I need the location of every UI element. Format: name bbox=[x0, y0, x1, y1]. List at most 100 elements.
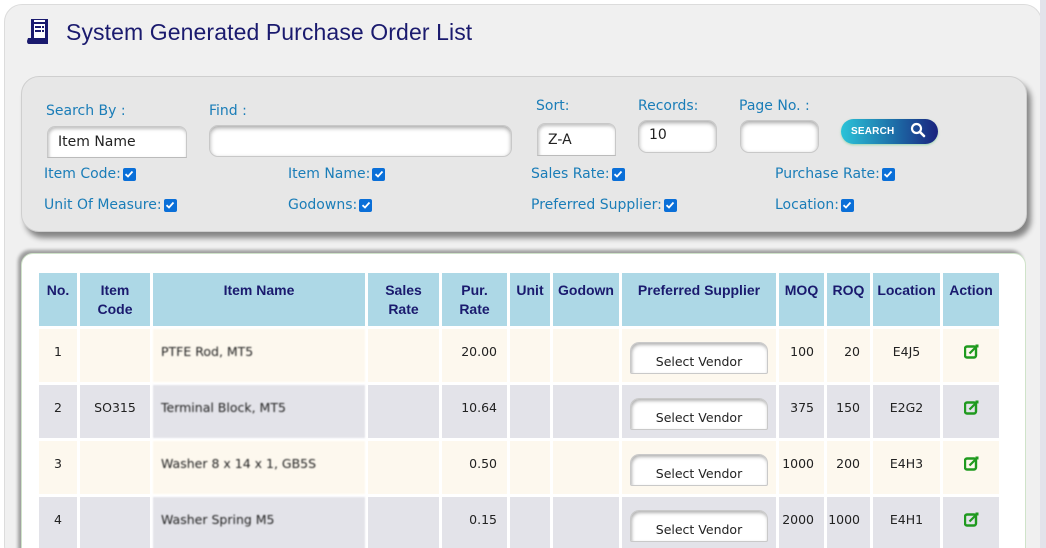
checkbox-checked-icon[interactable] bbox=[611, 167, 625, 181]
cell-unit bbox=[510, 385, 550, 438]
edit-icon[interactable] bbox=[963, 344, 979, 362]
col-header-item-code: Item Code bbox=[80, 273, 150, 326]
cell-preferred-supplier: Select Vendor bbox=[622, 385, 776, 438]
find-label: Find : bbox=[209, 103, 247, 119]
col-header-moq: MOQ bbox=[779, 273, 824, 326]
cell-action bbox=[943, 441, 999, 494]
search-by-select[interactable]: Item Name bbox=[47, 126, 187, 158]
column-toggle-location[interactable]: Location: bbox=[775, 197, 854, 213]
col-header-godown: Godown bbox=[553, 273, 619, 326]
edit-icon[interactable] bbox=[963, 400, 979, 418]
checkbox-checked-icon[interactable] bbox=[372, 167, 386, 181]
cell-action bbox=[943, 329, 999, 382]
checkbox-checked-icon[interactable] bbox=[840, 198, 854, 212]
search-button[interactable]: SEARCH bbox=[841, 119, 938, 144]
cell-pur-rate: 20.00 bbox=[442, 329, 507, 382]
table-row: 2 SO315 Terminal Block, MT5 10.64 Select… bbox=[39, 385, 999, 438]
cell-pur-rate: 0.15 bbox=[442, 497, 507, 548]
cell-sales-rate bbox=[368, 497, 439, 548]
checkbox-checked-icon[interactable] bbox=[663, 198, 677, 212]
cell-roq: 1000 bbox=[827, 497, 870, 548]
col-header-item-name: Item Name bbox=[153, 273, 365, 326]
cell-preferred-supplier: Select Vendor bbox=[622, 329, 776, 382]
cell-godown bbox=[553, 329, 619, 382]
select-vendor-button[interactable]: Select Vendor bbox=[630, 398, 768, 430]
cell-item-name: Washer 8 x 14 x 1, GB5S bbox=[153, 441, 365, 494]
cell-item-code bbox=[80, 441, 150, 494]
scrollbar-track[interactable] bbox=[1040, 0, 1046, 548]
cell-sales-rate bbox=[368, 441, 439, 494]
col-header-sales-rate: Sales Rate bbox=[368, 273, 439, 326]
cell-moq: 100 bbox=[779, 329, 824, 382]
cell-action bbox=[943, 497, 999, 548]
sort-select[interactable]: Z-A bbox=[537, 123, 616, 156]
records-value: 10 bbox=[649, 127, 667, 143]
column-toggle-item-name[interactable]: Item Name: bbox=[288, 166, 386, 182]
find-input[interactable] bbox=[209, 125, 512, 157]
cell-moq: 2000 bbox=[779, 497, 824, 548]
search-by-label: Search By : bbox=[46, 103, 126, 119]
column-toggle-unit-of-measure[interactable]: Unit Of Measure: bbox=[44, 197, 177, 213]
search-button-label: SEARCH bbox=[851, 126, 895, 137]
column-toggle-purchase-rate[interactable]: Purchase Rate: bbox=[775, 166, 895, 182]
records-label: Records: bbox=[638, 98, 699, 114]
edit-icon[interactable] bbox=[963, 512, 979, 530]
cell-item-code bbox=[80, 497, 150, 548]
cell-roq: 200 bbox=[827, 441, 870, 494]
cell-no: 3 bbox=[39, 441, 77, 494]
cell-godown bbox=[553, 441, 619, 494]
column-toggle-label: Purchase Rate: bbox=[775, 166, 880, 182]
cell-unit bbox=[510, 497, 550, 548]
column-toggle-preferred-supplier[interactable]: Preferred Supplier: bbox=[531, 197, 677, 213]
column-toggle-label: Item Code: bbox=[44, 166, 121, 182]
column-toggle-label: Godowns: bbox=[288, 197, 358, 213]
cell-pur-rate: 0.50 bbox=[442, 441, 507, 494]
results-panel: No. Item Code Item Name Sales Rate Pur. Rat… bbox=[21, 253, 1026, 548]
cell-item-name: PTFE Rod, MT5 bbox=[153, 329, 365, 382]
col-header-no: No. bbox=[39, 273, 77, 326]
column-toggle-sales-rate[interactable]: Sales Rate: bbox=[531, 166, 625, 182]
edit-icon[interactable] bbox=[963, 456, 979, 474]
receipt-list-icon bbox=[26, 18, 52, 46]
cell-location: E2G2 bbox=[873, 385, 940, 438]
cell-action bbox=[943, 385, 999, 438]
col-header-roq: ROQ bbox=[827, 273, 870, 326]
filter-panel: Search By : Item Name Find : Sort: Z-A R… bbox=[21, 76, 1027, 232]
cell-location: E4H3 bbox=[873, 441, 940, 494]
page-no-input[interactable] bbox=[740, 120, 819, 153]
select-vendor-button[interactable]: Select Vendor bbox=[630, 454, 768, 486]
checkbox-checked-icon[interactable] bbox=[163, 198, 177, 212]
cell-no: 2 bbox=[39, 385, 77, 438]
table-row: 1 PTFE Rod, MT5 20.00 Select Vendor 100 … bbox=[39, 329, 999, 382]
checkbox-checked-icon[interactable] bbox=[359, 198, 373, 212]
table-header-row: No. Item Code Item Name Sales Rate Pur. Rat… bbox=[39, 273, 999, 326]
cell-item-name: Terminal Block, MT5 bbox=[153, 385, 365, 438]
cell-item-code bbox=[80, 329, 150, 382]
cell-godown bbox=[553, 385, 619, 438]
cell-no: 4 bbox=[39, 497, 77, 548]
cell-moq: 1000 bbox=[779, 441, 824, 494]
cell-preferred-supplier: Select Vendor bbox=[622, 497, 776, 548]
select-vendor-button[interactable]: Select Vendor bbox=[630, 510, 768, 542]
cell-roq: 20 bbox=[827, 329, 870, 382]
checkbox-checked-icon[interactable] bbox=[122, 167, 136, 181]
col-header-pur-rate: Pur. Rate bbox=[442, 273, 507, 326]
cell-location: E4J5 bbox=[873, 329, 940, 382]
select-vendor-button[interactable]: Select Vendor bbox=[630, 342, 768, 374]
column-toggle-label: Sales Rate: bbox=[531, 166, 610, 182]
cell-moq: 375 bbox=[779, 385, 824, 438]
col-header-unit: Unit bbox=[510, 273, 550, 326]
column-toggle-label: Preferred Supplier: bbox=[531, 197, 662, 213]
column-toggle-item-code[interactable]: Item Code: bbox=[44, 166, 136, 182]
sort-label: Sort: bbox=[536, 98, 570, 114]
records-input[interactable]: 10 bbox=[638, 120, 717, 153]
column-toggle-godowns[interactable]: Godowns: bbox=[288, 197, 373, 213]
purchase-order-table: No. Item Code Item Name Sales Rate Pur. Rat… bbox=[36, 270, 1002, 548]
checkbox-checked-icon[interactable] bbox=[881, 167, 895, 181]
table-row: 4 Washer Spring M5 0.15 Select Vendor 20… bbox=[39, 497, 999, 548]
magnifier-icon bbox=[910, 122, 926, 142]
col-header-preferred-supplier: Preferred Supplier bbox=[622, 273, 776, 326]
cell-location: E4H1 bbox=[873, 497, 940, 548]
page-title: System Generated Purchase Order List bbox=[66, 18, 473, 45]
cell-preferred-supplier: Select Vendor bbox=[622, 441, 776, 494]
